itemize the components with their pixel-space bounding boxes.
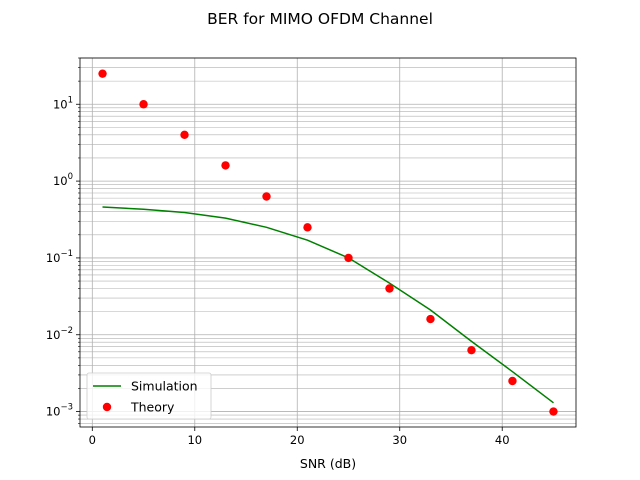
theory-point [549, 407, 558, 416]
plot-series [98, 69, 558, 416]
legend-label: Simulation [131, 379, 198, 394]
theory-point [98, 69, 107, 78]
x-axis: 0 10 20 30 40 [89, 427, 510, 447]
grid [80, 57, 576, 427]
theory-point [467, 345, 476, 355]
theory-point [262, 192, 271, 201]
theory-point [385, 284, 394, 293]
chart-title: BER for MIMO OFDM Channel [207, 10, 433, 28]
y-tick-label: 100 [53, 172, 73, 188]
theory-point [139, 100, 148, 109]
legend-label: Theory [130, 400, 175, 415]
simulation-line [102, 206, 554, 404]
x-tick-label: 30 [392, 433, 407, 447]
theory-point [221, 161, 230, 170]
legend-marker-swatch [102, 402, 112, 412]
theory-point [508, 376, 517, 386]
x-tick-label: 10 [187, 433, 202, 447]
x-tick-label: 40 [495, 433, 510, 447]
plot-frame [79, 57, 577, 428]
legend-box [86, 372, 212, 420]
theory-point [303, 223, 312, 232]
y-tick-label: 10−3 [46, 403, 73, 419]
x-axis-label: SNR (dB) [300, 456, 356, 471]
theory-point [426, 314, 435, 324]
y-axis: 10−3 10−2 10−1 100 101 [46, 57, 80, 424]
legend: Simulation Theory [86, 372, 212, 420]
y-tick-label: 10−1 [46, 249, 73, 265]
y-tick-label: 101 [53, 95, 73, 111]
theory-point [180, 130, 189, 140]
theory-point [344, 253, 353, 263]
x-tick-label: 0 [89, 433, 96, 447]
y-tick-label: 10−2 [46, 326, 73, 342]
x-tick-label: 20 [290, 433, 305, 447]
